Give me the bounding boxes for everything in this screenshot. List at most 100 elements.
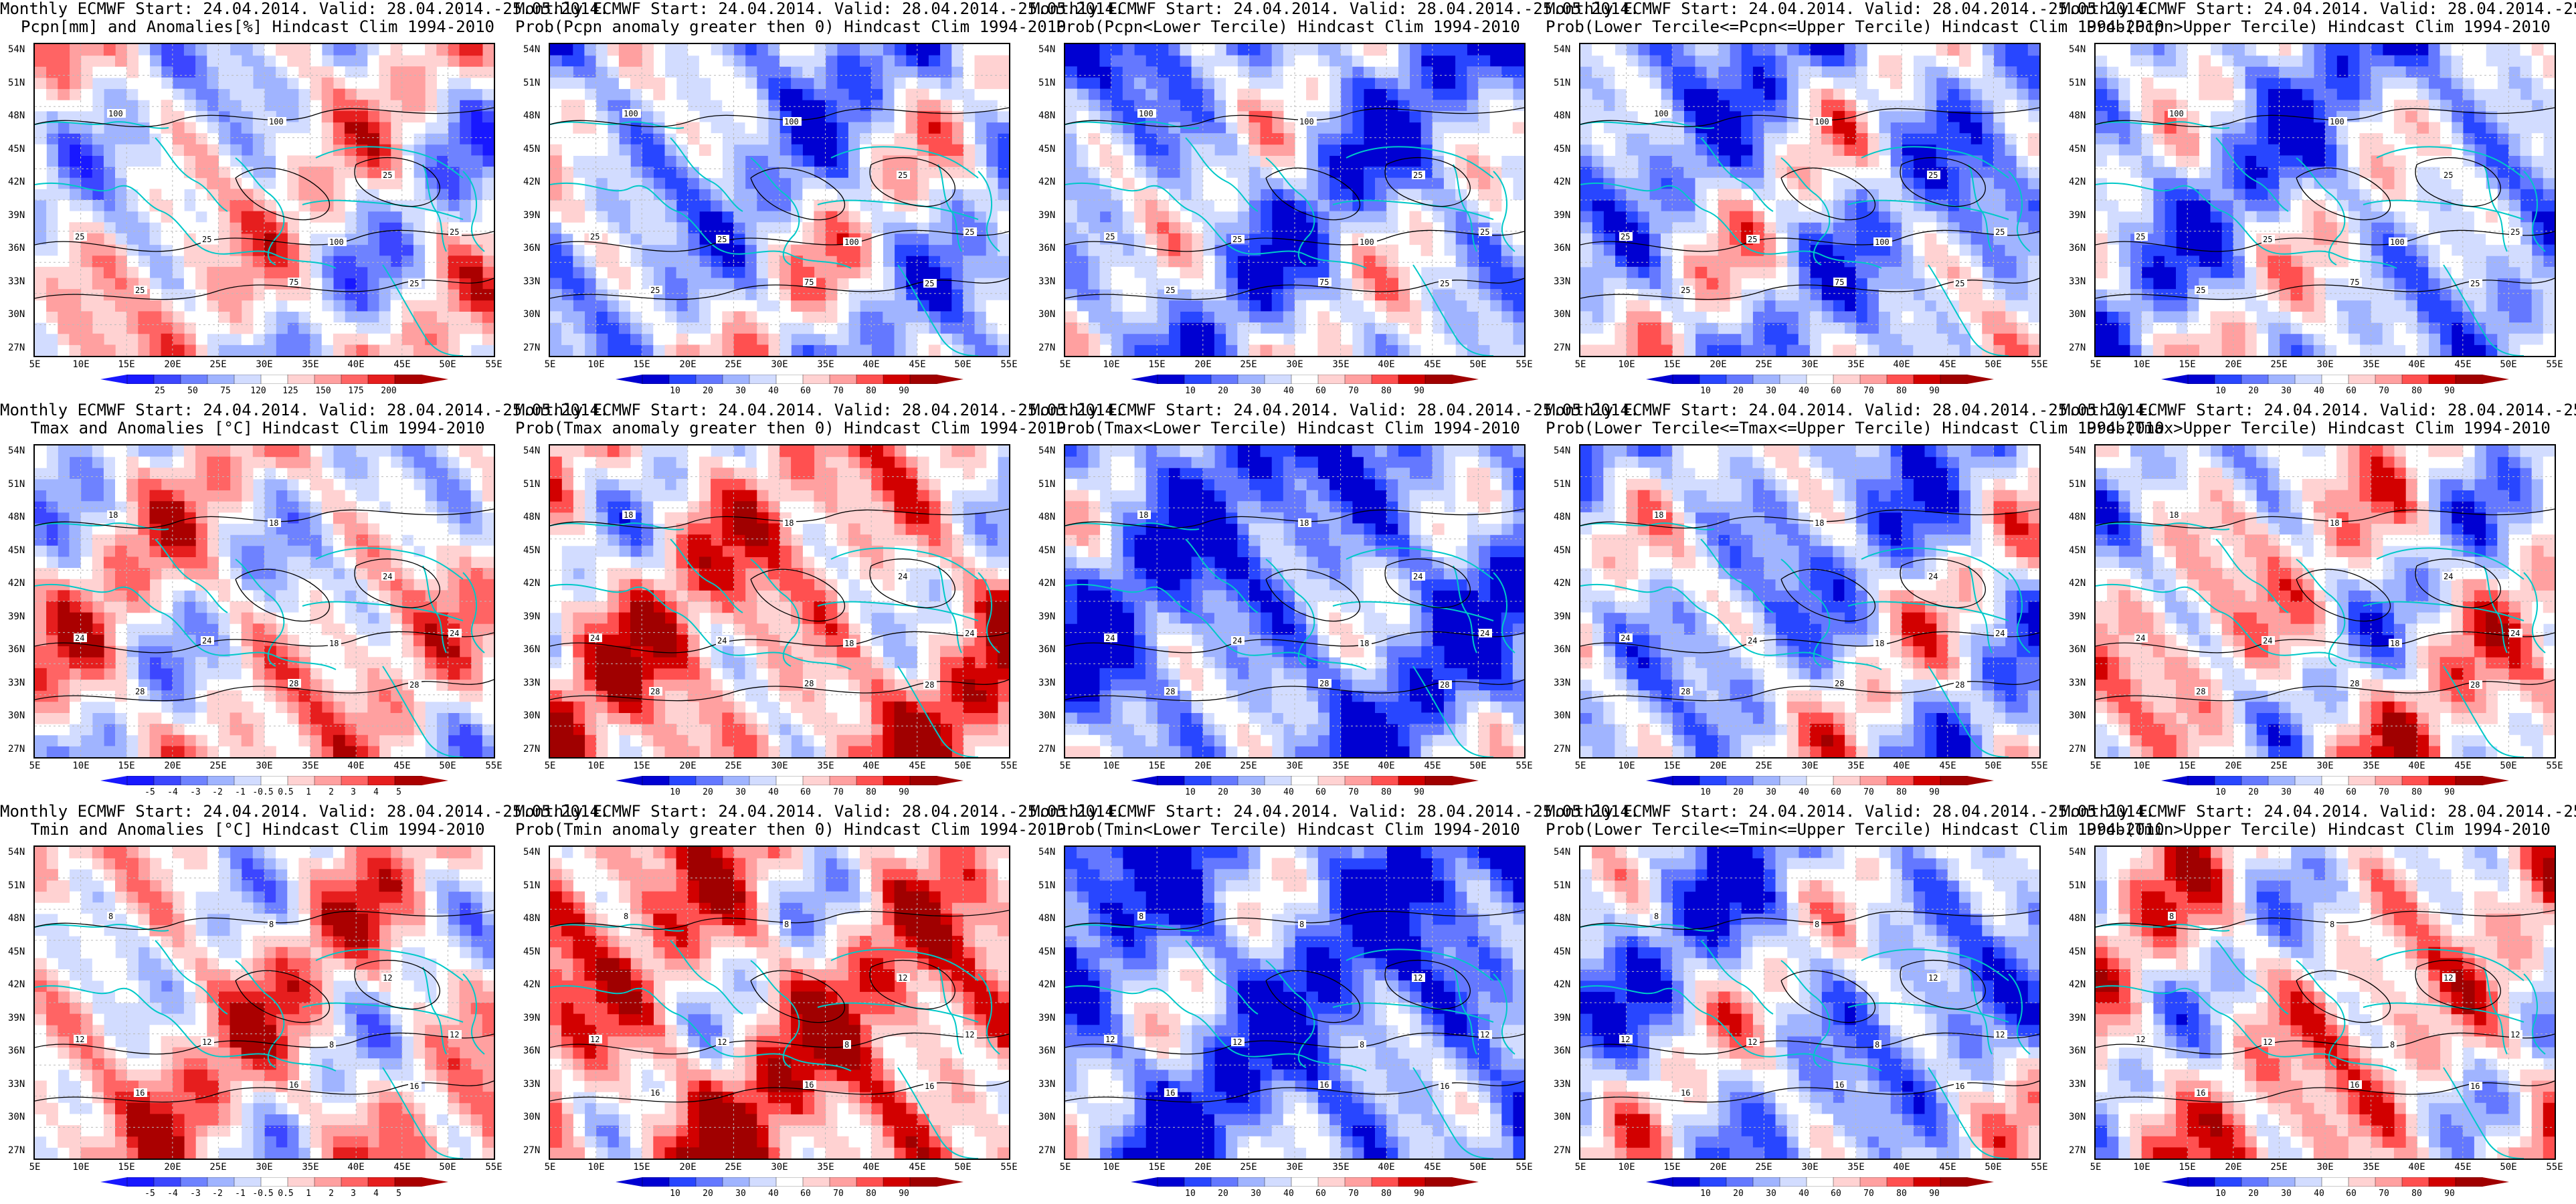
latitude-label: 42N xyxy=(523,578,541,589)
coastline xyxy=(2215,137,2289,212)
field-band xyxy=(1592,847,2039,1159)
latitude-label: 48N xyxy=(523,913,541,924)
latitude-label: 30N xyxy=(523,1112,541,1122)
color-bar-swatch xyxy=(1940,1177,1968,1187)
contour-line xyxy=(1065,1080,1524,1103)
field-band xyxy=(2096,847,2555,1137)
longitude-label: 15E xyxy=(633,359,650,370)
longitude-label: 20E xyxy=(1194,359,1212,370)
contour-label: 16 xyxy=(2350,1080,2359,1090)
longitude-label: 50E xyxy=(439,359,456,370)
contour-label-box xyxy=(1653,912,1661,920)
color-bar-label: 10 xyxy=(670,386,680,396)
coastline xyxy=(550,121,684,129)
contour-line xyxy=(2415,558,2501,609)
title-line-1: Monthly ECMWF Start: 24.04.2014. Valid: … xyxy=(2061,0,2576,18)
contour-label-box xyxy=(74,633,87,642)
longitude-label: 50E xyxy=(954,1162,972,1173)
color-bar-swatch xyxy=(1806,776,1834,785)
color-bar-label: 10 xyxy=(1185,787,1196,797)
color-bar-swatches xyxy=(1131,776,1479,785)
panel-title: Monthly ECMWF Start: 24.04.2014. Valid: … xyxy=(2061,803,2576,843)
color-bar-low-arrow xyxy=(100,1177,127,1187)
coastline xyxy=(1346,547,1494,580)
color-bar-label: 70 xyxy=(1863,386,1874,396)
coastline xyxy=(2296,157,2346,266)
contour-label-box xyxy=(589,1035,602,1043)
map-canvas: 8 8 12 12 8 12 16 16 16 12 xyxy=(35,847,494,1159)
contour-label: 16 xyxy=(1955,1082,1964,1091)
color-bar-swatch xyxy=(775,1177,804,1187)
contour-label-box xyxy=(268,920,276,928)
latitude-label: 33N xyxy=(1038,678,1056,688)
color-bar-swatch xyxy=(341,1177,369,1187)
latitude-label: 51N xyxy=(523,880,541,891)
panel-title: Monthly ECMWF Start: 24.04.2014. Valid: … xyxy=(1030,803,1639,843)
color-bar-swatch xyxy=(1264,776,1292,785)
contour-line xyxy=(1580,1080,2039,1103)
latitude-label: 33N xyxy=(8,678,25,688)
longitude-label: 35E xyxy=(1847,359,1865,370)
latitude-label: 42N xyxy=(1554,177,1571,187)
coastline xyxy=(422,565,447,654)
color-bar-label: 90 xyxy=(899,787,909,797)
color-bar-label: 60 xyxy=(2346,787,2357,797)
latitude-label: 27N xyxy=(8,744,25,755)
coastline xyxy=(937,565,962,654)
latitude-label: 48N xyxy=(2069,913,2086,924)
coastline xyxy=(2096,121,2230,129)
color-bar-swatch xyxy=(260,1177,288,1187)
color-bar-swatch xyxy=(909,1177,937,1187)
contour-label-box xyxy=(1679,687,1693,696)
color-bar-swatch xyxy=(1291,375,1319,384)
color-bar-label: 70 xyxy=(2379,1189,2389,1199)
coastline xyxy=(2523,572,2546,654)
contour-label-box xyxy=(2195,1088,2208,1097)
latitude-label: 45N xyxy=(523,144,541,155)
contour-label: 16 xyxy=(925,1082,934,1091)
contour-label: 25 xyxy=(1955,279,1964,288)
color-bar-label: -5 xyxy=(145,1189,155,1199)
color-bar-swatch xyxy=(234,375,262,384)
longitude-label: 55E xyxy=(2546,359,2563,370)
coastline xyxy=(35,583,337,670)
contour-label: 100 xyxy=(269,117,284,126)
contour-label-box xyxy=(2469,1082,2482,1090)
longitude-label: 25E xyxy=(1240,761,1257,771)
contour-label: 8 xyxy=(2169,912,2174,921)
latitude-label: 54N xyxy=(1554,445,1571,456)
contour-label-box xyxy=(1358,237,1377,246)
contour-label: 25 xyxy=(1232,235,1242,244)
contour-line xyxy=(1265,569,1361,622)
contour-label-box xyxy=(649,1088,662,1097)
contour-label: 24 xyxy=(898,572,907,581)
color-bar-label: -3 xyxy=(190,787,201,797)
longitude-label: 30E xyxy=(256,761,273,771)
latitude-label: 48N xyxy=(523,110,541,121)
contour-label-box xyxy=(1231,636,1245,645)
color-bar-label: 125 xyxy=(282,386,298,396)
color-bar-label: 5 xyxy=(396,787,401,797)
contour-label: 18 xyxy=(844,639,854,648)
contour-label-box xyxy=(107,912,115,920)
coastline xyxy=(1265,559,1315,667)
color-bar-label: 2 xyxy=(329,787,334,797)
contour-label-box xyxy=(649,286,662,294)
contour-label-box xyxy=(843,639,856,647)
coastline xyxy=(1065,522,1200,530)
coastline xyxy=(978,171,1000,252)
longitude-label: 10E xyxy=(587,359,605,370)
contour-label-box xyxy=(2509,1030,2522,1039)
color-bar-swatches xyxy=(1131,375,1479,384)
map-panel: Monthly ECMWF Start: 24.04.2014. Valid: … xyxy=(515,803,1124,1204)
contour-label: 12 xyxy=(1621,1035,1630,1044)
map-canvas: 8 8 12 12 8 12 16 16 16 12 xyxy=(1580,847,2039,1159)
color-bar-label: 30 xyxy=(1251,787,1261,797)
color-bar xyxy=(1131,375,1479,384)
color-bar-high-arrow xyxy=(1967,776,1994,785)
contour-line xyxy=(1900,558,1986,609)
longitude-label: 45E xyxy=(393,761,411,771)
title-line-1: Monthly ECMWF Start: 24.04.2014. Valid: … xyxy=(2061,401,2576,419)
longitude-label: 20E xyxy=(164,1162,181,1173)
contour-label: 16 xyxy=(1319,1080,1329,1090)
